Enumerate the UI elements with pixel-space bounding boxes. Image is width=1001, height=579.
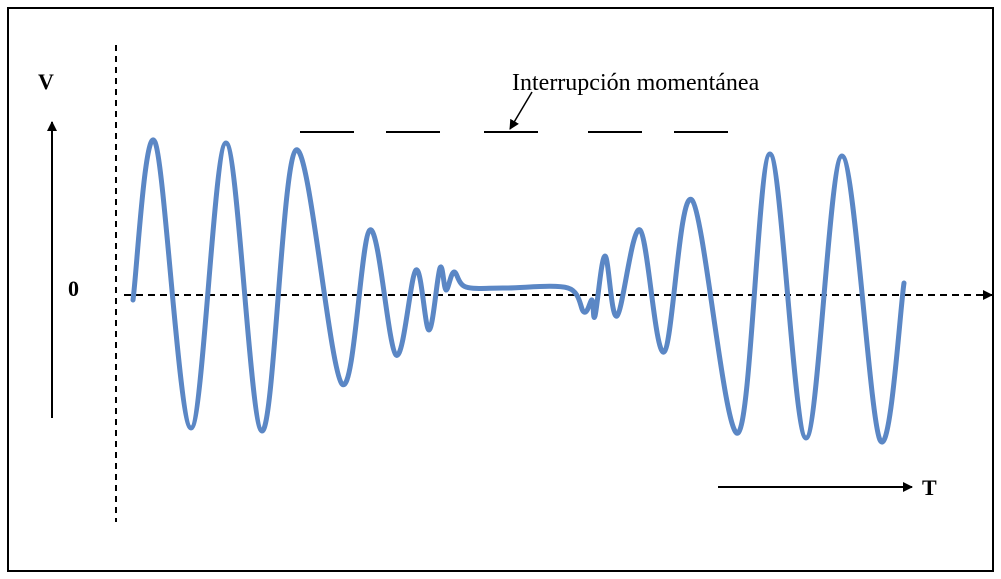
voltage-waveform bbox=[130, 137, 907, 445]
zero-label: 0 bbox=[68, 276, 79, 301]
v-axis-label: V bbox=[38, 69, 54, 94]
t-axis-label: T bbox=[922, 475, 937, 500]
annotation-pointer-arrow bbox=[509, 91, 533, 130]
figure-border bbox=[7, 7, 994, 572]
annotation-label: Interrupción momentánea bbox=[512, 70, 760, 96]
